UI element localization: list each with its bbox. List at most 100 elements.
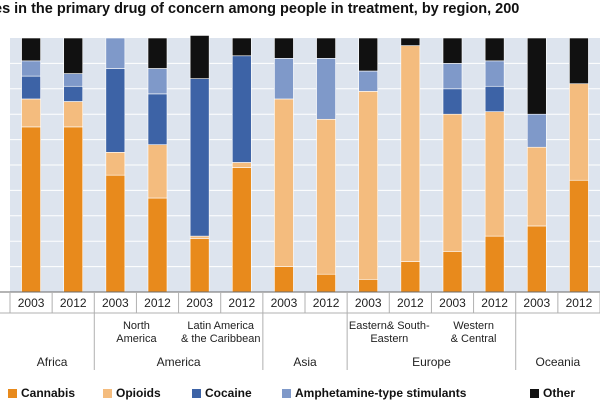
bar-segment-other [358, 37, 379, 72]
bar-segment-amphetamine-type-stimulants [274, 58, 294, 100]
legend-label-other: Other [543, 386, 576, 400]
bar-segment-other [526, 37, 547, 115]
subregion-label: & the Caribbean [181, 333, 261, 345]
region-label: Asia [293, 355, 317, 369]
subregion-label: Eastern& South- [349, 320, 430, 332]
bar-segment-other [63, 37, 84, 74]
chart-legend: Cannabis Opioids Cocaine Amphetamine-typ… [0, 384, 600, 400]
bar-segment-cocaine [231, 55, 252, 163]
bar-segment-opioids [526, 146, 547, 227]
bar-segment-opioids [484, 111, 505, 237]
bar-segment-opioids [189, 235, 210, 239]
legend-item-opioids: Opioids [103, 386, 161, 400]
subregion-label: Latin America [187, 320, 255, 332]
bar-segment-amphetamine-type-stimulants [316, 58, 336, 120]
bar-segment-opioids [442, 113, 463, 252]
bar-segment-cocaine [21, 75, 41, 100]
year-tick-label: 2003 [523, 296, 550, 310]
bar-segment-other [274, 37, 294, 59]
legend-swatch-opioids [103, 389, 112, 398]
year-tick-label: 2003 [355, 296, 382, 310]
bar-segment-cannabis [231, 167, 252, 293]
year-tick-label: 2012 [144, 296, 171, 310]
region-label: Europe [412, 355, 451, 369]
bar-segment-opioids [105, 152, 126, 176]
legend-item-cocaine: Cocaine [192, 386, 252, 400]
bar-segment-cocaine [189, 78, 210, 237]
year-tick-label: 2003 [186, 296, 213, 310]
legend-swatch-cannabis [8, 389, 17, 398]
legend-item-other: Other [530, 386, 575, 400]
year-tick-label: 2003 [18, 296, 45, 310]
legend-item-cannabis: Cannabis [8, 386, 75, 400]
bar-segment-amphetamine-type-stimulants [63, 73, 84, 87]
bar-segment-cannabis [21, 126, 41, 293]
legend-label-amphetamine: Amphetamine-type stimulants [295, 386, 467, 400]
bar-segment-cocaine [147, 93, 168, 145]
bar-segment-other [569, 37, 589, 85]
bar-segment-cannabis [274, 266, 294, 293]
region-label: America [157, 355, 201, 369]
legend-label-opioids: Opioids [116, 386, 161, 400]
bar-segment-other [442, 37, 463, 64]
subregion-label: North [123, 320, 150, 332]
year-tick-label: 2003 [102, 296, 129, 310]
chart-title: es in the primary drug of concern among … [0, 1, 520, 17]
year-tick-label: 2012 [481, 296, 508, 310]
bar-segment-amphetamine-type-stimulants [21, 60, 41, 77]
bar-segment-cannabis [105, 174, 126, 293]
bar-segment-cocaine [484, 85, 505, 112]
year-tick-label: 2012 [313, 296, 340, 310]
region-label: Africa [37, 355, 68, 369]
bar-segment-other [189, 35, 210, 79]
bar-segment-cannabis [358, 278, 379, 293]
bar-segment-amphetamine-type-stimulants [442, 63, 463, 90]
bar-segment-other [147, 37, 168, 69]
legend-label-cocaine: Cocaine [205, 386, 252, 400]
bar-segment-opioids [231, 162, 252, 168]
bar-segment-opioids [400, 45, 421, 262]
bar-segment-cannabis [442, 251, 463, 293]
bar-segment-cannabis [147, 197, 168, 293]
bar-segment-cocaine [442, 88, 463, 115]
year-tick-label: 2012 [60, 296, 87, 310]
year-tick-label: 2012 [566, 296, 593, 310]
legend-label-cannabis: Cannabis [21, 386, 76, 400]
bar-segment-cannabis [484, 235, 505, 293]
bar-segment-opioids [358, 91, 379, 280]
bar-segment-cannabis [526, 225, 547, 293]
legend-swatch-other [530, 389, 539, 398]
bar-segment-amphetamine-type-stimulants [358, 70, 379, 92]
legend-swatch-amphetamine [282, 389, 291, 398]
bar-segment-other [400, 37, 421, 46]
bar-segment-cannabis [189, 238, 210, 293]
subregion-label: & Central [451, 333, 497, 345]
bar-segment-amphetamine-type-stimulants [147, 68, 168, 95]
bar-segment-cannabis [569, 179, 589, 293]
subregion-label: Eastern [370, 333, 408, 345]
bar-segment-cocaine [105, 68, 126, 153]
bar-segment-other [21, 37, 41, 62]
legend-item-amphetamine: Amphetamine-type stimulants [282, 386, 466, 400]
bar-segment-opioids [316, 118, 336, 275]
bar-segment-other [231, 37, 252, 57]
bar-segment-amphetamine-type-stimulants [526, 113, 547, 148]
subregion-label: Western [453, 320, 494, 332]
bar-segment-opioids [274, 98, 294, 267]
bar-segment-opioids [63, 101, 84, 128]
bar-segment-opioids [569, 83, 589, 181]
bar-segment-amphetamine-type-stimulants [484, 60, 505, 87]
bar-segment-other [484, 37, 505, 62]
year-tick-label: 2003 [271, 296, 298, 310]
year-tick-label: 2012 [397, 296, 424, 310]
bar-segment-opioids [21, 98, 41, 128]
bar-segment-other [316, 37, 336, 59]
legend-swatch-cocaine [192, 389, 201, 398]
bar-segment-cannabis [63, 126, 84, 293]
bar-segment-cannabis [400, 261, 421, 293]
year-tick-label: 2003 [439, 296, 466, 310]
bar-segment-cannabis [316, 273, 336, 293]
bar-segment-opioids [147, 144, 168, 199]
region-label: Oceania [536, 355, 581, 369]
bar-segment-cocaine [63, 85, 84, 102]
